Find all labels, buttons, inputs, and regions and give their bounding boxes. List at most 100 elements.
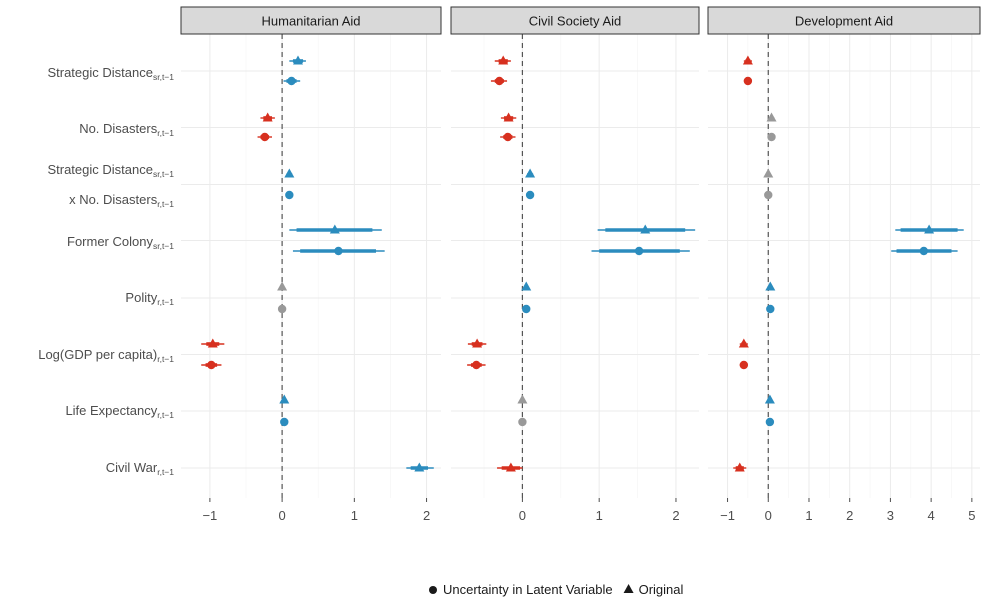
estimate-triangle [498,55,509,65]
coefficient-life_expectancy-latent [518,417,527,427]
row-label-main: Log(GDP per capita) [38,347,157,362]
estimate-circle [285,190,294,200]
estimate-circle [277,304,287,314]
estimate-circle [764,190,773,200]
estimate-triangle [517,394,528,404]
estimate-circle [207,360,216,370]
coefficient-no_disasters-latent [257,132,272,142]
row-label-interaction: x No. Disastersr,t−1 [69,192,174,209]
estimate-triangle [293,55,303,65]
estimate-triangle [924,224,935,234]
x-tick-label: 2 [672,508,679,523]
estimate-circle [765,417,775,427]
x-tick-label: 4 [928,508,935,523]
coefficient-points [201,55,434,472]
coefficient-polity-original [765,281,776,291]
estimate-triangle [765,281,776,291]
coefficient-life_expectancy-original [279,394,290,404]
estimate-circle [739,360,749,370]
row-label-main: x No. Disasters [69,192,158,207]
coefficient-interaction-original [525,168,536,178]
legend-label: Uncertainty in Latent Variable [443,582,613,597]
x-tick-label: 0 [765,508,772,523]
row-label-subscript: r,t−1 [157,354,174,364]
row-label-main: Polity [125,290,157,305]
row-label-subscript: sr,t−1 [153,72,174,82]
row-labels: Strategic Distancesr,t−1 No. Disastersr,t… [38,65,174,477]
coefficient-life_expectancy-latent [280,417,289,427]
row-label-main: Civil War [106,460,158,475]
coefficient-polity-latent [522,304,531,314]
x-tick-label: 0 [519,508,526,523]
x-tick-label: 2 [846,508,853,523]
coefficient-points [467,55,696,472]
x-tick-label: 1 [596,508,603,523]
row-label-subscript: r,t−1 [157,467,174,477]
coefficient-former_colony-original [597,224,696,234]
coefficient-strategic_distance-latent [743,76,753,86]
coefficient-civil_war-original [733,462,747,472]
estimate-triangle [525,168,536,178]
row-label-subscript: r,t−1 [157,410,174,420]
grid [708,34,980,498]
coefficient-civil_war-original [406,462,434,472]
coefficient-no_disasters-latent [767,132,776,142]
row-label-no_disasters: No. Disastersr,t−1 [79,121,174,138]
coefficient-strategic_distance-original [494,55,511,65]
coefficient-log_gdp-original [738,338,749,348]
panel-strip [180,6,442,35]
row-label-subscript: sr,t−1 [153,169,174,179]
row-label-civil_war: Civil Warr,t−1 [106,460,175,477]
grid [451,34,699,498]
estimate-triangle [472,338,483,348]
x-axis-ticks: −1 0 1 2 [202,498,430,523]
estimate-circle [260,132,269,142]
estimate-circle [518,417,527,427]
estimate-triangle [207,338,218,348]
coefficient-polity-original [521,281,532,291]
coefficient-polity-latent [766,304,775,314]
estimate-circle [503,132,513,142]
row-label-log_gdp: Log(GDP per capita)r,t−1 [38,347,174,364]
coefficient-log_gdp-latent [739,360,749,370]
panel-development-aid: Development Aid −1 0 1 2 3 4 5 [707,6,981,523]
coefficient-strategic_distance-original [289,55,306,65]
coefficient-interaction-latent [285,190,294,200]
panel-strip [707,6,981,35]
coefficient-interaction-original [763,168,774,178]
estimate-circle [766,304,775,314]
coefficient-former_colony-latent [591,246,690,256]
x-tick-label: 1 [805,508,812,523]
row-label-main: Life Expectancy [65,403,157,418]
row-label-subscript: r,t−1 [157,297,174,307]
panel-title: Humanitarian Aid [262,14,361,29]
estimate-circle [522,304,531,314]
panel-title: Civil Society Aid [529,14,621,29]
coefficient-no_disasters-original [260,112,275,122]
row-label-subscript: sr,t−1 [153,241,174,251]
panel-title: Development Aid [795,14,893,29]
row-label-life_expectancy: Life Expectancyr,t−1 [65,403,174,420]
x-axis-ticks: 0 1 2 [519,498,680,523]
x-axis-ticks: −1 0 1 2 3 4 5 [720,498,975,523]
estimate-circle [280,417,289,427]
estimate-triangle [763,168,774,178]
row-label-subscript: r,t−1 [157,128,174,138]
coefficient-no_disasters-original [766,112,777,122]
coefficient-log_gdp-original [467,338,487,348]
estimate-circle [334,246,343,256]
estimate-triangle [329,224,340,234]
coefficient-life_expectancy-latent [765,417,775,427]
legend-label: Original [639,582,684,597]
coefficient-strategic_distance-original [742,55,753,65]
estimate-circle [472,360,481,370]
x-tick-label: −1 [202,508,217,523]
legend-triangle-icon [623,584,634,593]
coefficient-points [733,55,964,472]
coefficient-log_gdp-latent [201,360,222,370]
coefficient-former_colony-original [289,224,382,234]
row-label-interaction: Strategic Distancesr,t−1 [47,162,174,179]
coefficient-interaction-latent [764,190,773,200]
estimate-circle [767,132,776,142]
